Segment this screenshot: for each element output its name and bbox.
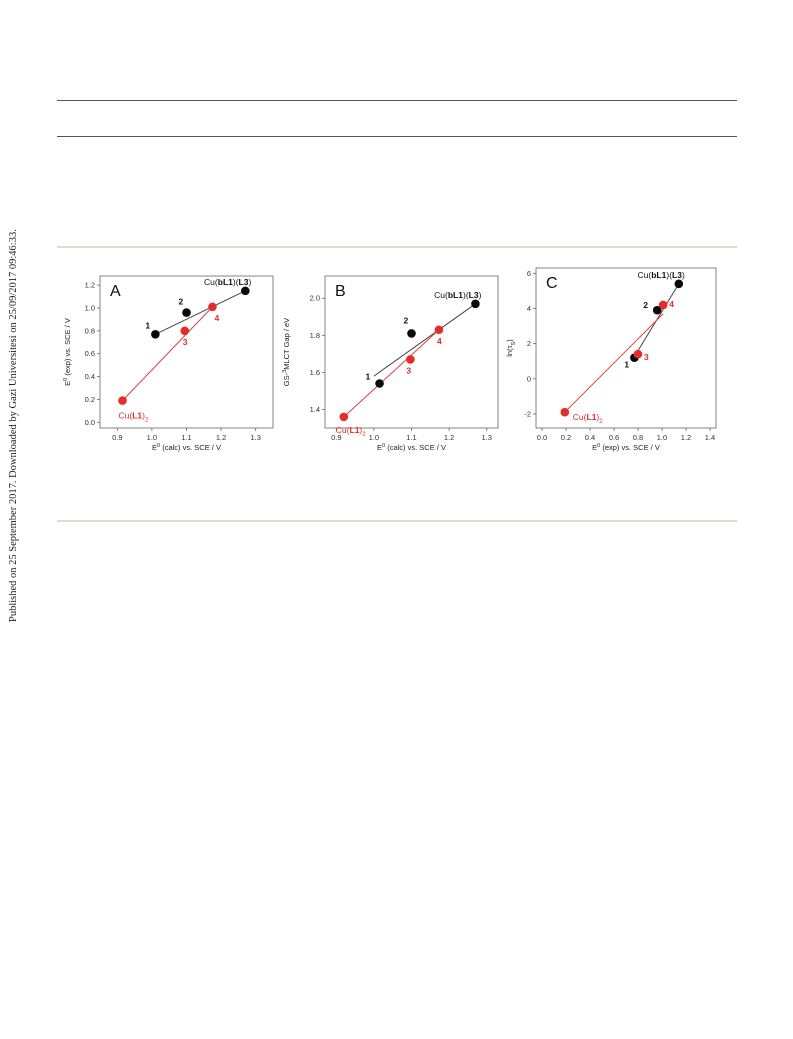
y-tick-label: 1.4 xyxy=(310,405,320,414)
red-data-point xyxy=(339,412,349,422)
black-data-point xyxy=(407,329,416,338)
black-data-point xyxy=(375,379,384,388)
point-label-2: 2 xyxy=(404,315,409,325)
red-data-point xyxy=(208,302,217,312)
plot-frame xyxy=(535,267,717,429)
black-data-point xyxy=(674,279,684,289)
complex-label-top: Cu(bL1)(L3) xyxy=(638,270,685,280)
y-tick-label: 1.8 xyxy=(310,331,320,340)
x-axis-label: E0 (calc) vs. SCE / V xyxy=(377,443,446,452)
y-tick-label: 0.2 xyxy=(85,395,95,404)
complex-label-bottom: Cu(L1)2 xyxy=(336,425,366,438)
figure: A 0.9 1.0 1.1 1.2 1.3 0.0 0.2 0.4 0.6 0.8 1.0 1.2 E0 … xyxy=(60,262,740,462)
figure-canvas: A0.9 1.0 1.1 1.2 1.30.00.20.40.60.81.01.2E0 … xyxy=(63,267,717,452)
point-label-3: 3 xyxy=(406,365,411,375)
red-fit-line xyxy=(564,313,664,413)
point-label-4: 4 xyxy=(437,336,442,346)
x-tick-label: 1.2 xyxy=(444,433,454,442)
black-data-point xyxy=(151,329,160,339)
x-tick-label: 1.1 xyxy=(406,433,416,442)
red-data-point xyxy=(560,407,570,417)
x-tick-label: 0.9 xyxy=(112,433,122,442)
figure-bottom-rule xyxy=(57,520,737,522)
panel-letter: B xyxy=(335,283,346,300)
y-tick-label: 2.0 xyxy=(310,294,320,303)
y-tick-label: 2 xyxy=(527,339,531,348)
x-tick-label: 1.2 xyxy=(216,433,226,442)
black-data-point xyxy=(182,308,191,317)
top-rule xyxy=(57,100,737,101)
x-tick-label: 1.2 xyxy=(681,433,691,442)
complex-label-bottom: Cu(L1)2 xyxy=(573,412,603,425)
x-axis-label: E0 (exp) vs. SCE / V xyxy=(592,443,660,452)
point-label-3: 3 xyxy=(183,337,188,347)
point-label-1: 1 xyxy=(624,360,629,370)
download-notice: Published on 25 September 2017. Download… xyxy=(8,229,19,622)
x-tick-label: 0.8 xyxy=(633,433,643,442)
x-tick-label: 0.6 xyxy=(609,433,619,442)
y-tick-label: 1.2 xyxy=(85,281,95,290)
point-label-4: 4 xyxy=(214,313,219,323)
complex-label-bottom: Cu(L1)2 xyxy=(118,411,148,424)
black-data-point xyxy=(652,305,662,315)
point-label-1: 1 xyxy=(145,320,150,330)
x-tick-label: 1.4 xyxy=(705,433,715,442)
black-fit-line xyxy=(373,303,476,377)
complex-label-top: Cu(bL1)(L3) xyxy=(434,290,481,300)
red-data-point xyxy=(658,300,668,310)
red-data-point xyxy=(406,355,415,364)
complex-label-top: Cu(bL1)(L3) xyxy=(204,277,251,287)
black-fit-line xyxy=(155,290,246,335)
y-tick-label: 4 xyxy=(527,304,531,313)
x-tick-label: 1.0 xyxy=(147,433,157,442)
red-data-point xyxy=(118,396,127,405)
point-label-1: 1 xyxy=(366,372,371,382)
red-data-point xyxy=(633,349,643,359)
point-label-2: 2 xyxy=(179,297,184,307)
red-data-point xyxy=(180,326,190,336)
x-tick-label: 1.1 xyxy=(181,433,191,442)
x-tick-label: 0.0 xyxy=(537,433,547,442)
y-tick-label: 1.6 xyxy=(310,368,320,377)
red-data-point xyxy=(434,325,444,335)
x-tick-label: 1.3 xyxy=(250,433,260,442)
x-axis-label: E0 (calc) vs. SCE / V xyxy=(152,443,221,452)
y-tick-label: 1.0 xyxy=(85,304,95,313)
y-tick-label: -2 xyxy=(524,409,531,418)
chart-panel-A: A0.9 1.0 1.1 1.2 1.30.00.20.40.60.81.01.2E0 … xyxy=(63,275,274,452)
second-rule xyxy=(57,136,737,137)
black-fit-line xyxy=(637,283,680,351)
black-data-point xyxy=(241,286,250,296)
y-axis-label: GS-3MLCT Gap / eV xyxy=(282,318,291,386)
red-fit-line xyxy=(343,329,440,418)
x-tick-label: 1.3 xyxy=(481,433,491,442)
x-tick-label: 0.2 xyxy=(561,433,571,442)
x-tick-label: 0.9 xyxy=(331,433,341,442)
point-label-3: 3 xyxy=(644,352,649,362)
panel-letter: A xyxy=(110,283,121,300)
y-axis-label: ln(τS) xyxy=(505,339,517,357)
x-tick-label: 0.4 xyxy=(585,433,595,442)
figure-top-rule xyxy=(57,246,737,248)
y-tick-label: 0.6 xyxy=(85,349,95,358)
point-label-4: 4 xyxy=(669,299,674,309)
y-tick-label: 0.0 xyxy=(85,418,95,427)
red-fit-line xyxy=(122,306,213,401)
x-tick-label: 1.0 xyxy=(369,433,379,442)
x-tick-label: 1.0 xyxy=(657,433,667,442)
y-tick-label: 0 xyxy=(527,374,531,383)
y-tick-label: 0.8 xyxy=(85,326,95,335)
plot-frame xyxy=(99,275,274,429)
point-label-2: 2 xyxy=(643,300,648,310)
y-tick-label: 0.4 xyxy=(85,372,95,381)
y-axis-label: E0 (exp) vs. SCE / V xyxy=(63,318,72,386)
chart-panel-C: C 0.0 0.2 0.4 0.6 0.8 1.0 1.2 1.4 -2 0 2 4 6 E0 (exp) … xyxy=(505,267,717,452)
y-tick-label: 6 xyxy=(527,269,531,278)
chart-panel-B: B 0.9 1.0 1.1 1.2 1.3 1.4 1.6 1.8 2.0 E0 (calc) vs… xyxy=(282,275,499,452)
black-data-point xyxy=(471,299,480,309)
panel-letter: C xyxy=(546,275,558,292)
